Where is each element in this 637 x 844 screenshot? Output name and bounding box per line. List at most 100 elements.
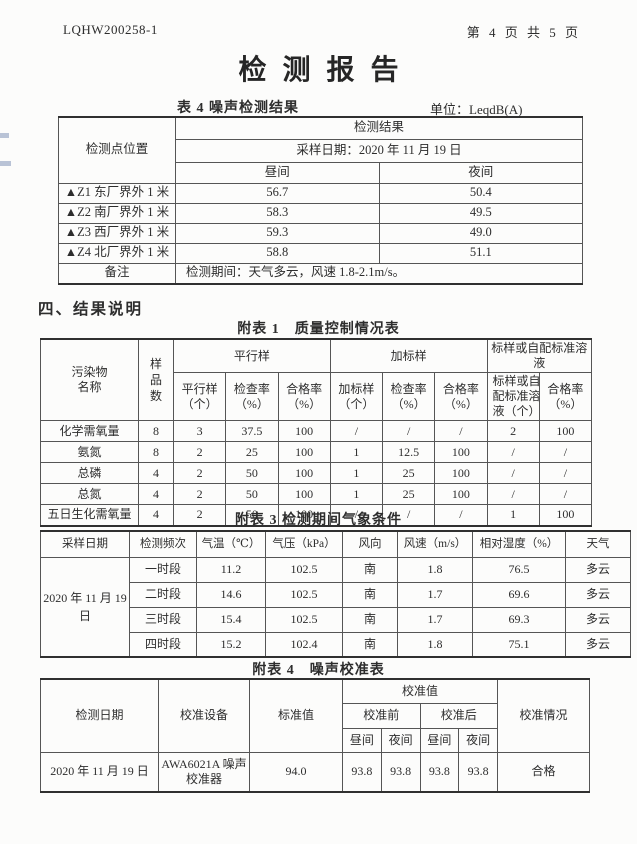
remark-text: 检测期间：天气多云，风速 1.8-2.1m/s。 (175, 262, 583, 285)
noise-table-caption: 表 4 噪声检测结果 (177, 101, 299, 116)
col-header-parallel-count: 平行样（个） (172, 372, 227, 421)
table-row: ▲Z4 北厂界外 1 米 58.8 51.1 (58, 242, 583, 264)
cell: 50 (225, 483, 279, 505)
doc-number: LQHW200258-1 (63, 22, 158, 37)
sampling-date-cell: 2020 年 11 月 19 日 (40, 556, 130, 658)
col-header-pass-rate: 合格率（%） (277, 372, 331, 421)
col-header-spike-pass: 合格率（%） (434, 372, 488, 421)
cell: / (434, 504, 488, 526)
cell: AWA6021A 噪声校准器 (158, 751, 250, 793)
cell: 化学需氧量 (40, 420, 139, 442)
cell: 100 (277, 483, 331, 505)
col-header-pollutant: 污染物名称 (40, 338, 139, 421)
cell: 25 (225, 441, 279, 463)
col-group-spike: 加标样 (329, 338, 488, 373)
table-row: 化学需氧量 8 3 37.5 100 / / / 2 100 (40, 420, 593, 442)
cell: 58.8 (175, 242, 380, 264)
cell: 100 (277, 504, 331, 526)
cell: 多云 (565, 581, 631, 608)
col-header-wind-speed: 风速（m/s） (397, 530, 473, 558)
cell: 100 (277, 420, 331, 442)
cell: 93.8 (380, 751, 421, 793)
col-header-spike-check: 检查率（%） (381, 372, 436, 421)
cell: 37.5 (225, 420, 279, 442)
cell: / (538, 462, 593, 484)
weather-conditions-table: 采样日期 检测频次 气温（℃） 气压（kPa） 风向 风速（m/s） 相对湿度（… (40, 530, 631, 658)
table-row: 备注 检测期间：天气多云，风速 1.8-2.1m/s。 (58, 262, 583, 285)
cell: 100 (434, 462, 488, 484)
cell: 2 (172, 441, 227, 463)
cell: 12.5 (381, 441, 436, 463)
table-row: 二时段 14.6 102.5 南 1.7 69.6 多云 (41, 581, 631, 608)
report-title: 检测报告 (238, 55, 415, 86)
cell: / (434, 420, 488, 442)
cell: 100 (277, 462, 331, 484)
cell: 76.5 (472, 556, 566, 583)
col-header-standard-count: 标样或自配标准溶液（个） (486, 372, 540, 421)
table-row: 四时段 15.2 102.4 南 1.8 75.1 多云 (41, 631, 631, 658)
table-row: 污染物名称 样品数 平行样 加标样 标样或自配标准溶液 (40, 338, 592, 421)
table-row: 采样日期 检测频次 气温（℃） 气压（kPa） 风向 风速（m/s） 相对湿度（… (40, 530, 631, 558)
table-row: 检测日期 校准设备 标准值 校准值 校准情况 (40, 678, 590, 753)
col-header-sample-count: 样品数 (138, 338, 174, 421)
scan-artifact (0, 161, 11, 166)
cell: 1.7 (397, 581, 473, 608)
cell: 4 (138, 504, 174, 526)
cell: 多云 (565, 631, 631, 658)
cell: 四时段 (129, 631, 197, 658)
cell: 100 (434, 483, 488, 505)
cell: 100 (434, 441, 488, 463)
cell: 102.5 (265, 556, 343, 583)
table-row: 总磷 4 2 50 100 1 25 100 / / (40, 462, 593, 484)
cell: 1 (329, 483, 384, 505)
cell: 102.4 (265, 631, 343, 658)
col-header-check-rate: 检查率（%） (225, 372, 279, 421)
col-header-weather: 天气 (565, 530, 631, 558)
cell: 总磷 (40, 462, 139, 484)
cell: 100 (538, 420, 593, 442)
table-row: ▲Z1 东厂界外 1 米 56.7 50.4 (58, 182, 583, 204)
table-row: 总氮 4 2 50 100 1 25 100 / / (40, 483, 593, 505)
col-group-after: 校准后 (419, 702, 498, 729)
cell: 51.1 (378, 242, 583, 264)
cell: 75.1 (472, 631, 566, 658)
cell: 14.6 (196, 581, 266, 608)
cell: 49.5 (378, 202, 583, 224)
cell: 1.8 (397, 631, 473, 658)
cell: / (486, 441, 540, 463)
cell: 93.8 (458, 751, 498, 793)
cell: 五日生化需氧量 (40, 504, 139, 526)
cell: 8 (138, 420, 174, 442)
cell: / (486, 462, 540, 484)
cell: 94.0 (249, 751, 343, 793)
col-header-location: 检测点位置 (58, 116, 176, 184)
cell: / (486, 483, 540, 505)
table-row: 2020 年 11 月 19 日 一时段 11.2 102.5 南 1.8 76… (40, 556, 631, 658)
page-number-info: 第 4 页 共 5 页 (466, 25, 581, 40)
col-header-date: 检测日期 (40, 678, 159, 753)
cell: 8 (138, 441, 174, 463)
cell: 100 (538, 504, 593, 526)
cell: 69.3 (472, 606, 566, 633)
unit-label: 单位：LeqdB(A) (430, 102, 523, 117)
noise-results-table: 检测点位置 检测结果 采样日期：2020 年 11 月 19 日 昼间 夜间 ▲… (58, 116, 583, 285)
cell: 多云 (565, 606, 631, 633)
col-header-humidity: 相对湿度（%） (472, 530, 566, 558)
cell: 4 (138, 483, 174, 505)
noise-calibration-table: 检测日期 校准设备 标准值 校准值 校准情况 校准前 校准后 昼间 夜间 昼间 … (40, 678, 590, 793)
cell: 50 (225, 462, 279, 484)
col-header-pressure: 气压（kPa） (265, 530, 343, 558)
col-header-night: 夜间 (380, 727, 421, 753)
table-row: 昼间 夜间 (59, 161, 583, 184)
cell: / (538, 483, 593, 505)
cell: 总氮 (40, 483, 139, 505)
col-header-day: 昼间 (342, 727, 382, 753)
col-header-sampling-date: 采样日期 (40, 530, 130, 558)
cell: 一时段 (129, 556, 197, 583)
cell: 2020 年 11 月 19 日 (40, 751, 159, 793)
cell: ▲Z4 北厂界外 1 米 (58, 242, 176, 264)
table-row: 氨氮 8 2 25 100 1 12.5 100 / / (40, 441, 593, 463)
col-header-night: 夜间 (378, 161, 583, 184)
cell: 氨氮 (40, 441, 139, 463)
